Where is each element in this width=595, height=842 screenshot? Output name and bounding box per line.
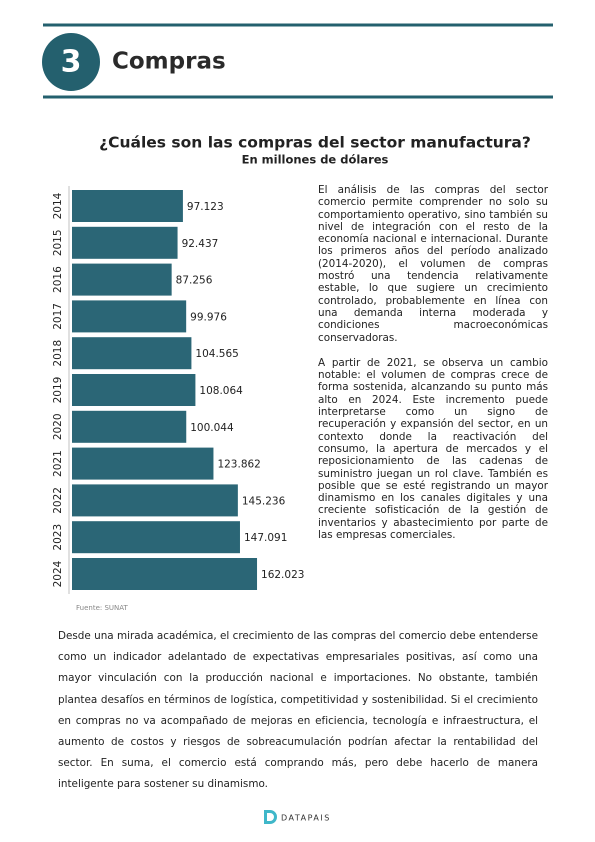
value-label: 104.565 bbox=[195, 348, 238, 360]
footer-logo: DATAPAIS bbox=[264, 810, 331, 824]
value-label: 87.256 bbox=[176, 275, 213, 287]
body-paragraph: Desde una mirada académica, el crecimien… bbox=[58, 630, 538, 791]
value-label: 145.236 bbox=[242, 495, 286, 507]
footer-brand: DATAPAIS bbox=[281, 814, 331, 823]
bar bbox=[72, 337, 192, 370]
category-label: 2022 bbox=[52, 487, 64, 514]
bar bbox=[72, 521, 240, 554]
category-label: 2021 bbox=[52, 450, 64, 477]
section-number: 3 bbox=[61, 45, 82, 80]
bar bbox=[72, 300, 187, 333]
bar bbox=[72, 374, 196, 406]
chart-source: Fuente: SUNAT bbox=[76, 604, 129, 612]
chart-subtitle: En millones de dólares bbox=[242, 153, 389, 167]
category-label: 2019 bbox=[52, 377, 64, 404]
category-label: 2024 bbox=[52, 560, 64, 587]
value-label: 92.437 bbox=[182, 238, 219, 250]
bar bbox=[72, 226, 178, 259]
value-label: 147.091 bbox=[244, 532, 287, 544]
category-label: 2020 bbox=[52, 413, 64, 440]
side-text: El análisis de las compras del sector co… bbox=[318, 184, 548, 554]
bar bbox=[72, 410, 187, 443]
value-label: 162.023 bbox=[261, 569, 304, 581]
bar bbox=[72, 190, 183, 222]
category-label: 2015 bbox=[52, 229, 64, 256]
logo-icon bbox=[264, 810, 277, 824]
bar bbox=[72, 484, 238, 517]
bar bbox=[72, 558, 258, 590]
value-label: 123.862 bbox=[217, 459, 260, 471]
value-label: 100.044 bbox=[190, 422, 234, 434]
category-label: 2014 bbox=[52, 192, 64, 219]
section-badge bbox=[42, 33, 100, 91]
category-label: 2017 bbox=[52, 303, 64, 330]
paragraph: El análisis de las compras del sector co… bbox=[318, 184, 548, 344]
bar bbox=[72, 263, 172, 296]
category-label: 2018 bbox=[52, 340, 64, 367]
section-title: Compras bbox=[112, 49, 226, 75]
category-label: 2023 bbox=[52, 524, 64, 551]
category-label: 2016 bbox=[52, 266, 64, 293]
value-label: 108.064 bbox=[199, 385, 243, 397]
value-label: 97.123 bbox=[187, 201, 224, 213]
chart-title: ¿Cuáles son las compras del sector manuf… bbox=[99, 134, 531, 152]
paragraph: A partir de 2021, se observa un cambio n… bbox=[318, 356, 548, 542]
value-label: 99.976 bbox=[190, 311, 227, 323]
bar bbox=[72, 447, 214, 480]
